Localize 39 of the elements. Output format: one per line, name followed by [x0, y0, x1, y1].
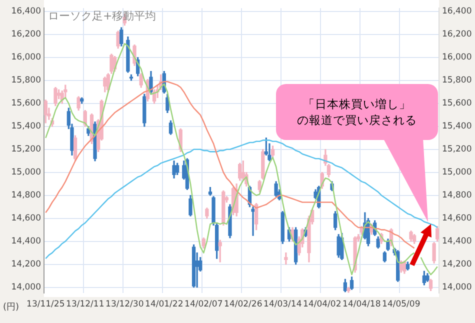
y2-tick-label: 15,000 — [442, 168, 472, 178]
y-tick-label: 14,000 — [11, 282, 41, 292]
y2-tick-label: 14,400 — [442, 236, 472, 247]
x-tick-label: 14/05/09 — [382, 299, 420, 310]
y2-tick-label: 16,000 — [442, 52, 472, 63]
y2-tick-label: 14,000 — [442, 282, 472, 292]
y2-tick-label: 14,600 — [442, 214, 472, 224]
y-tick-label: 16,200 — [11, 30, 41, 40]
y-tick-label: 15,400 — [11, 122, 41, 132]
x-tick-label: 14/04/02 — [303, 299, 342, 310]
y-tick-label: 16,000 — [11, 52, 41, 63]
y-tick-label: 14,200 — [11, 259, 41, 270]
y-tick-label: 15,600 — [11, 98, 41, 109]
speech-bubble: 「日本株買い増し」の報道で買い戻される — [276, 84, 438, 224]
y2-tick-label: 15,600 — [442, 98, 472, 109]
x-tick-label: 14/01/22 — [145, 299, 184, 310]
y-tick-label: 15,000 — [11, 168, 41, 178]
y-tick-label: 15,800 — [11, 76, 41, 86]
annotation: 「日本株買い増し」の報道で買い戻される — [296, 96, 418, 128]
x-tick-label: 14/02/26 — [224, 299, 262, 310]
y2-tick-label: 15,200 — [442, 144, 472, 155]
y2-tick-label: 14,200 — [442, 259, 472, 270]
x-tick-label: 13/12/11 — [66, 299, 104, 310]
y2-tick-label: 15,800 — [442, 76, 472, 86]
y2-tick-label: 14,800 — [442, 190, 472, 201]
x-tick-label: 13/11/25 — [26, 299, 65, 310]
y2-tick-label: 16,400 — [442, 6, 472, 17]
x-tick-label: 13/12/30 — [106, 299, 144, 310]
y2-tick-label: 15,400 — [442, 122, 472, 132]
y-tick-label: 16,400 — [11, 6, 41, 17]
y-tick-label: 14,400 — [11, 236, 41, 247]
y2-tick-label: 16,200 — [442, 30, 472, 40]
x-tick-label: 14/02/07 — [184, 299, 223, 310]
x-tick-label: 14/03/14 — [264, 299, 302, 310]
y-tick-label: 14,600 — [11, 214, 41, 224]
y-tick-label: 14,800 — [11, 190, 41, 201]
y-tick-label: 15,200 — [11, 144, 41, 155]
y-axis-title: (円) — [3, 302, 20, 312]
x-tick-label: 14/04/18 — [342, 299, 381, 310]
